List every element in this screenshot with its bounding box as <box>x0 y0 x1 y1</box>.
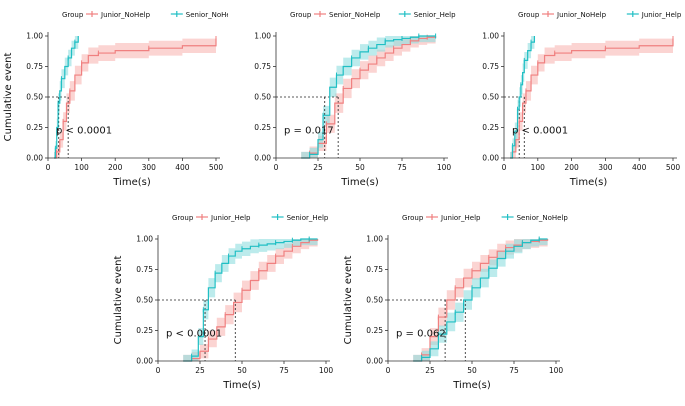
y-tick-label: 0.00 <box>482 154 499 163</box>
y-axis-label: Cumulative event <box>343 256 354 345</box>
x-tick-label: 400 <box>632 163 647 172</box>
y-tick-label: 0.50 <box>136 296 153 305</box>
y-tick-label: 0.50 <box>482 93 499 102</box>
legend-entry-senior_nohelp: Senior_NoHelp <box>517 214 568 222</box>
y-axis-label: Cumulative event <box>113 256 124 345</box>
y-tick-label: 0.75 <box>482 62 499 71</box>
x-tick-label: 100 <box>549 366 564 375</box>
p-value-label: p = 0.017 <box>284 126 334 137</box>
confidence-band-junior_nohelp <box>510 36 673 158</box>
x-tick-label: 100 <box>319 366 334 375</box>
y-tick-label: 0.00 <box>136 357 153 366</box>
x-tick-label: 100 <box>437 163 452 172</box>
legend-entry-junior_help: Junior_Help <box>210 214 251 222</box>
y-tick-label: 0.25 <box>26 123 43 132</box>
km-curve-senior_nohelp <box>301 36 437 159</box>
x-tick-label: 75 <box>397 163 407 172</box>
y-tick-label: 0.25 <box>254 123 271 132</box>
x-tick-label: 500 <box>209 163 224 172</box>
p-value-label: p < 0.0001 <box>166 329 222 340</box>
x-axis-label: Time(s) <box>112 177 151 188</box>
x-axis-label: Time(s) <box>340 177 379 188</box>
x-tick-label: 300 <box>142 163 157 172</box>
x-tick-label: 50 <box>237 366 247 375</box>
legend-title: Group <box>62 11 84 19</box>
confidence-band-senior_help <box>183 239 318 361</box>
x-tick-label: 100 <box>531 163 546 172</box>
legend: Group Junior_Help Senior_NoHelp <box>402 214 568 222</box>
x-tick-label: 25 <box>313 163 323 172</box>
x-axis-label: Time(s) <box>569 177 608 188</box>
y-tick-label: 0.75 <box>26 62 43 71</box>
x-tick-label: 500 <box>666 163 681 172</box>
legend: Group Senior_NoHelp Senior_Help <box>290 11 456 19</box>
legend: Group Junior_NoHelp Junior_Help <box>518 11 682 19</box>
x-tick-label: 400 <box>175 163 190 172</box>
km-curve-senior_help <box>301 35 436 159</box>
y-tick-label: 1.00 <box>366 235 383 244</box>
x-tick-label: 50 <box>355 163 365 172</box>
x-tick-label: 100 <box>74 163 89 172</box>
confidence-band-junior_nohelp <box>54 36 216 158</box>
x-tick-label: 0 <box>46 163 51 172</box>
x-axis-label: Time(s) <box>452 380 491 391</box>
x-tick-label: 300 <box>598 163 613 172</box>
km-curve-junior_help <box>183 239 319 362</box>
x-tick-label: 0 <box>274 163 279 172</box>
y-tick-label: 0.75 <box>366 265 383 274</box>
x-tick-label: 25 <box>195 366 205 375</box>
y-tick-label: 1.00 <box>482 32 499 41</box>
legend-entry-junior_nohelp: Junior_NoHelp <box>556 11 607 19</box>
legend-entry-junior_nohelp: Junior_NoHelp <box>100 11 151 19</box>
legend-entry-junior_help: Junior_Help <box>440 214 481 222</box>
y-tick-label: 0.25 <box>482 123 499 132</box>
y-tick-label: 0.50 <box>254 93 271 102</box>
y-tick-label: 1.00 <box>254 32 271 41</box>
km-plot-junior-nohelp-vs-help: Group Junior_NoHelp Junior_Help 0 100 200 300 4… <box>482 11 682 188</box>
legend-title: Group <box>172 214 194 222</box>
km-plot-junior-help-vs-senior-nohelp: Group Junior_Help Senior_NoHelp 0 25 50 75 100 0… <box>343 214 568 391</box>
y-tick-label: 0.50 <box>366 296 383 305</box>
y-tick-label: 0.75 <box>136 265 153 274</box>
legend-entry-senior_help: Senior_Help <box>287 214 329 222</box>
confidence-band-senior_nohelp <box>301 36 436 158</box>
km-plot-senior-nohelp-vs-help: Group Senior_NoHelp Senior_Help 0 25 50 75 100 0… <box>254 11 456 188</box>
y-tick-label: 1.00 <box>26 32 43 41</box>
y-tick-label: 0.00 <box>254 154 271 163</box>
p-value-label: p < 0.0001 <box>56 126 112 137</box>
y-axis-label: Cumulative event <box>3 53 14 142</box>
legend: Group Junior_NoHelp Senior_NoHelp <box>62 11 228 19</box>
km-plot-junior-vs-senior-nohelp: Group Junior_NoHelp Senior_NoHelp 0 100 200 30… <box>3 11 228 188</box>
legend-entry-senior_nohelp: Senior_NoHelp <box>186 11 228 19</box>
y-tick-label: 0.75 <box>254 62 271 71</box>
x-tick-label: 25 <box>425 366 435 375</box>
legend-title: Group <box>402 214 424 222</box>
y-tick-label: 0.00 <box>366 357 383 366</box>
y-tick-label: 0.25 <box>366 326 383 335</box>
legend-title: Group <box>518 11 540 19</box>
p-value-label: p = 0.062 <box>396 329 446 340</box>
legend: Group Junior_Help Senior_Help <box>172 214 329 222</box>
y-tick-label: 0.25 <box>136 326 153 335</box>
x-tick-label: 50 <box>467 366 477 375</box>
p-value-label: p < 0.0001 <box>512 126 568 137</box>
x-tick-label: 0 <box>502 163 507 172</box>
x-axis-label: Time(s) <box>222 380 261 391</box>
x-tick-label: 0 <box>386 366 391 375</box>
x-tick-label: 200 <box>108 163 123 172</box>
y-tick-label: 0.00 <box>26 154 43 163</box>
km-plot-junior-help-vs-senior-help: Group Junior_Help Senior_Help 0 25 50 75 100 0.0… <box>113 214 334 391</box>
y-tick-label: 0.50 <box>26 93 43 102</box>
legend-entry-junior_help: Junior_Help <box>641 11 682 19</box>
x-tick-label: 0 <box>156 366 161 375</box>
x-tick-label: 75 <box>279 366 289 375</box>
legend-title: Group <box>290 11 312 19</box>
x-tick-label: 200 <box>564 163 579 172</box>
legend-entry-senior_nohelp: Senior_NoHelp <box>329 11 381 19</box>
y-tick-label: 1.00 <box>136 235 153 244</box>
confidence-band-junior_help <box>510 36 535 158</box>
x-tick-label: 75 <box>509 366 519 375</box>
legend-entry-senior_help: Senior_Help <box>414 11 456 19</box>
